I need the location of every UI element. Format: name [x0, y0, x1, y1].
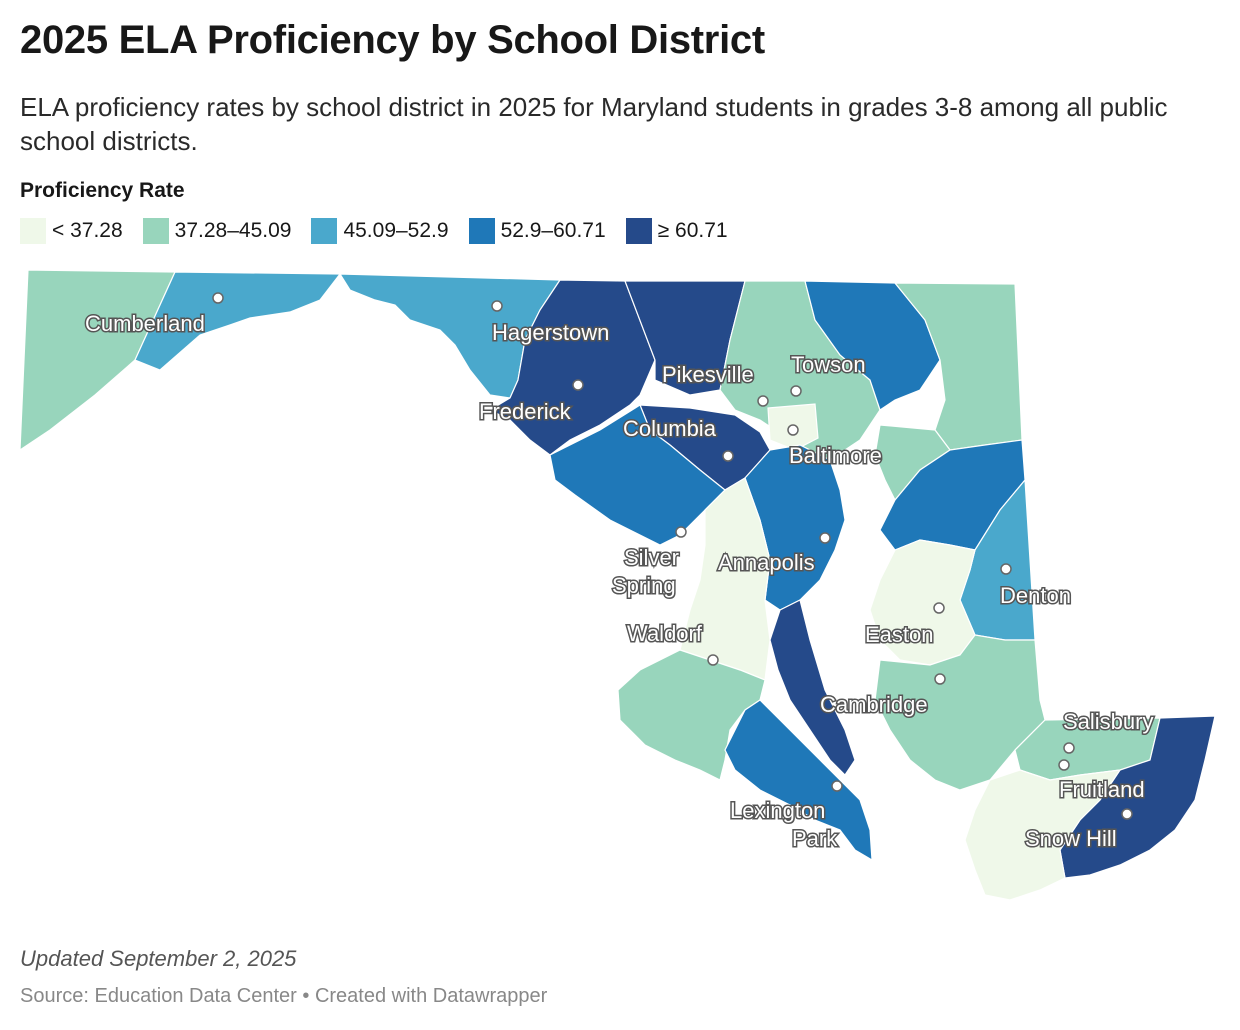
legend-label-5: ≥ 60.71	[657, 219, 728, 242]
label-salisbury: Salisbury	[1063, 709, 1153, 734]
district-somerset[interactable]	[964, 769, 1122, 901]
marker-towson	[790, 385, 802, 397]
label-waldorf: Waldorf	[627, 621, 703, 646]
marker-denton	[1000, 563, 1012, 575]
marker-salisbury	[1063, 742, 1075, 754]
label-towson: Towson	[791, 352, 866, 377]
legend-label-4: 52.9–60.71	[500, 219, 606, 242]
maryland-map: Cumberland Hagerstown Frederick Pikesvil…	[19, 269, 1216, 901]
label-cambridge: Cambridge	[820, 692, 928, 717]
city-markers	[212, 292, 1133, 820]
label-pikesville: Pikesville	[662, 362, 754, 387]
label-lexington-park-2: Park	[792, 826, 838, 851]
label-silver-spring-1: Silver	[624, 545, 679, 570]
marker-fruitland	[1058, 759, 1070, 771]
legend-item-1: < 37.28	[20, 218, 123, 244]
legend-label-3: 45.09–52.9	[343, 219, 449, 242]
marker-hagerstown	[491, 300, 503, 312]
label-cumberland: Cumberland	[85, 311, 205, 336]
label-denton: Denton	[1000, 583, 1071, 608]
source-note: Source: Education Data Center • Created …	[20, 985, 548, 1007]
chart-subtitle: ELA proficiency rates by school district…	[20, 92, 1168, 156]
label-frederick: Frederick	[479, 399, 572, 424]
label-easton: Easton	[865, 622, 934, 647]
marker-silver-spring	[675, 526, 687, 538]
label-annapolis: Annapolis	[718, 550, 815, 575]
district-st-marys[interactable]	[724, 699, 873, 862]
district-allegany[interactable]	[134, 271, 342, 371]
legend-item-4: 52.9–60.71	[468, 218, 606, 244]
legend-swatch-2	[142, 218, 169, 244]
marker-baltimore	[787, 424, 799, 436]
label-snow-hill: Snow Hill	[1025, 826, 1117, 851]
legend-item-3: 45.09–52.9	[311, 218, 449, 244]
district-charles[interactable]	[617, 649, 766, 781]
legend-item-5: ≥ 60.71	[625, 218, 728, 244]
legend-swatch-5	[625, 218, 652, 244]
marker-pikesville	[757, 395, 769, 407]
label-lexington-park-1: Lexington	[730, 798, 825, 823]
label-fruitland: Fruitland	[1059, 777, 1145, 802]
marker-cambridge	[934, 673, 946, 685]
label-baltimore: Baltimore	[789, 443, 882, 468]
marker-cumberland	[212, 292, 224, 304]
marker-lexington-park	[831, 780, 843, 792]
marker-frederick	[572, 379, 584, 391]
legend-title: Proficiency Rate	[20, 179, 185, 202]
marker-easton	[933, 602, 945, 614]
marker-snow-hill	[1121, 808, 1133, 820]
city-labels: Cumberland Hagerstown Frederick Pikesvil…	[84, 310, 1155, 853]
marker-waldorf	[707, 654, 719, 666]
legend-item-2: 37.28–45.09	[142, 218, 292, 244]
label-silver-spring-2: Spring	[612, 573, 676, 598]
updated-note: Updated September 2, 2025	[20, 946, 297, 971]
legend-swatch-4	[468, 218, 495, 244]
district-frederick[interactable]	[488, 279, 656, 456]
legend-label-2: 37.28–45.09	[174, 219, 292, 242]
legend-label-1: < 37.28	[52, 219, 123, 242]
legend: < 37.28 37.28–45.09 45.09–52.9 52.9–60.7…	[20, 218, 748, 244]
legend-swatch-1	[20, 218, 46, 244]
chart-title: 2025 ELA Proficiency by School District	[20, 18, 765, 62]
label-columbia: Columbia	[623, 416, 717, 441]
marker-annapolis	[819, 532, 831, 544]
marker-columbia	[722, 450, 734, 462]
legend-swatch-3	[311, 218, 338, 244]
district-calvert[interactable]	[769, 599, 856, 776]
label-hagerstown: Hagerstown	[492, 320, 609, 345]
